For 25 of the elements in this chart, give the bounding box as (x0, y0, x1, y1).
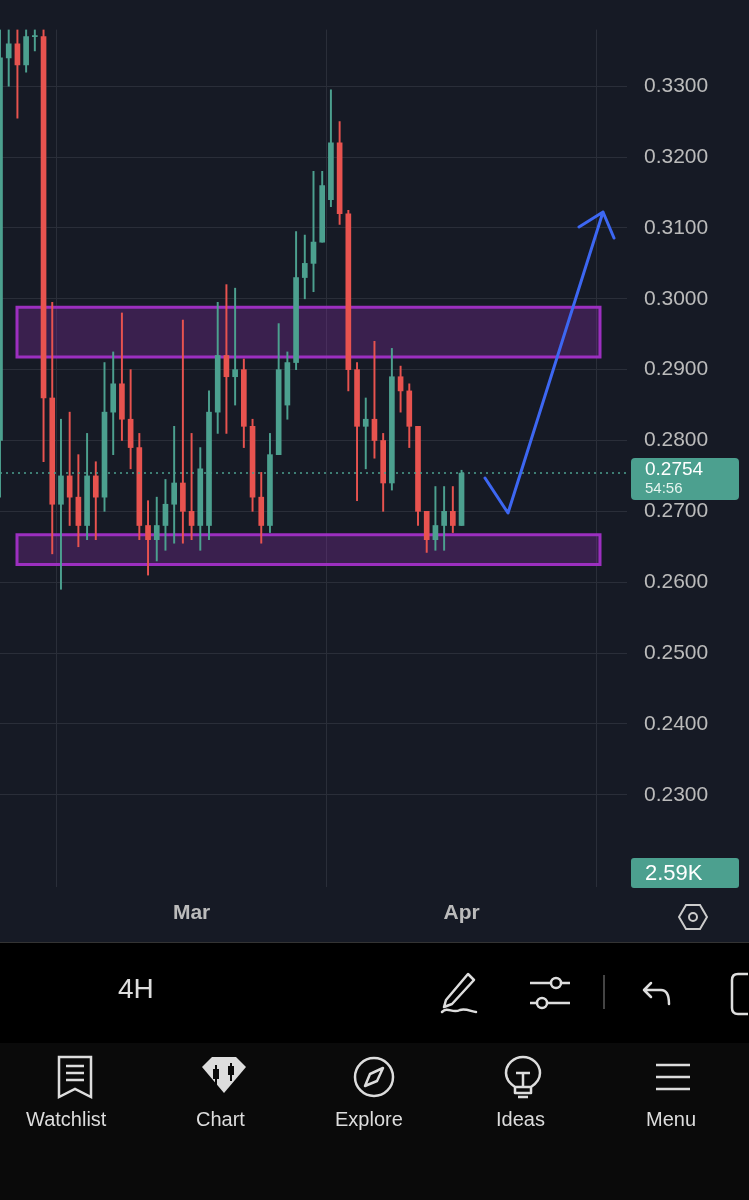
y-tick-label: 0.3100 (644, 214, 709, 238)
y-tick-label: 0.3200 (644, 143, 709, 167)
y-tick-label: 0.3300 (644, 73, 709, 97)
x-tick-label: Mar (172, 900, 211, 924)
ref-line-label: 0.2754 (645, 458, 704, 480)
text: 54:56 (645, 479, 683, 497)
candlestick (232, 287, 238, 406)
x-tick-label: Apr (443, 900, 480, 924)
y-tick-label: 0.2900 (644, 356, 709, 380)
text: Explore (335, 1108, 403, 1131)
text: 4H (118, 973, 154, 1005)
y-tick-label: 0.2800 (644, 427, 709, 451)
y-tick-label: 0.2600 (644, 568, 709, 592)
text: Watchlist (26, 1108, 107, 1131)
text: Menu (646, 1108, 697, 1131)
text: Ideas (496, 1108, 545, 1131)
y-tick-label: 0.2500 (644, 639, 709, 663)
candlestick (362, 397, 369, 470)
y-tick-label: 0.2300 (644, 781, 709, 805)
y-tick-label: 0.2400 (644, 710, 709, 734)
text: 2.59K (645, 860, 703, 886)
y-tick-label: 0.2700 (644, 498, 709, 522)
candlestick (32, 29, 38, 52)
text: Chart (196, 1108, 245, 1131)
y-tick-label: 0.3000 (644, 285, 709, 309)
